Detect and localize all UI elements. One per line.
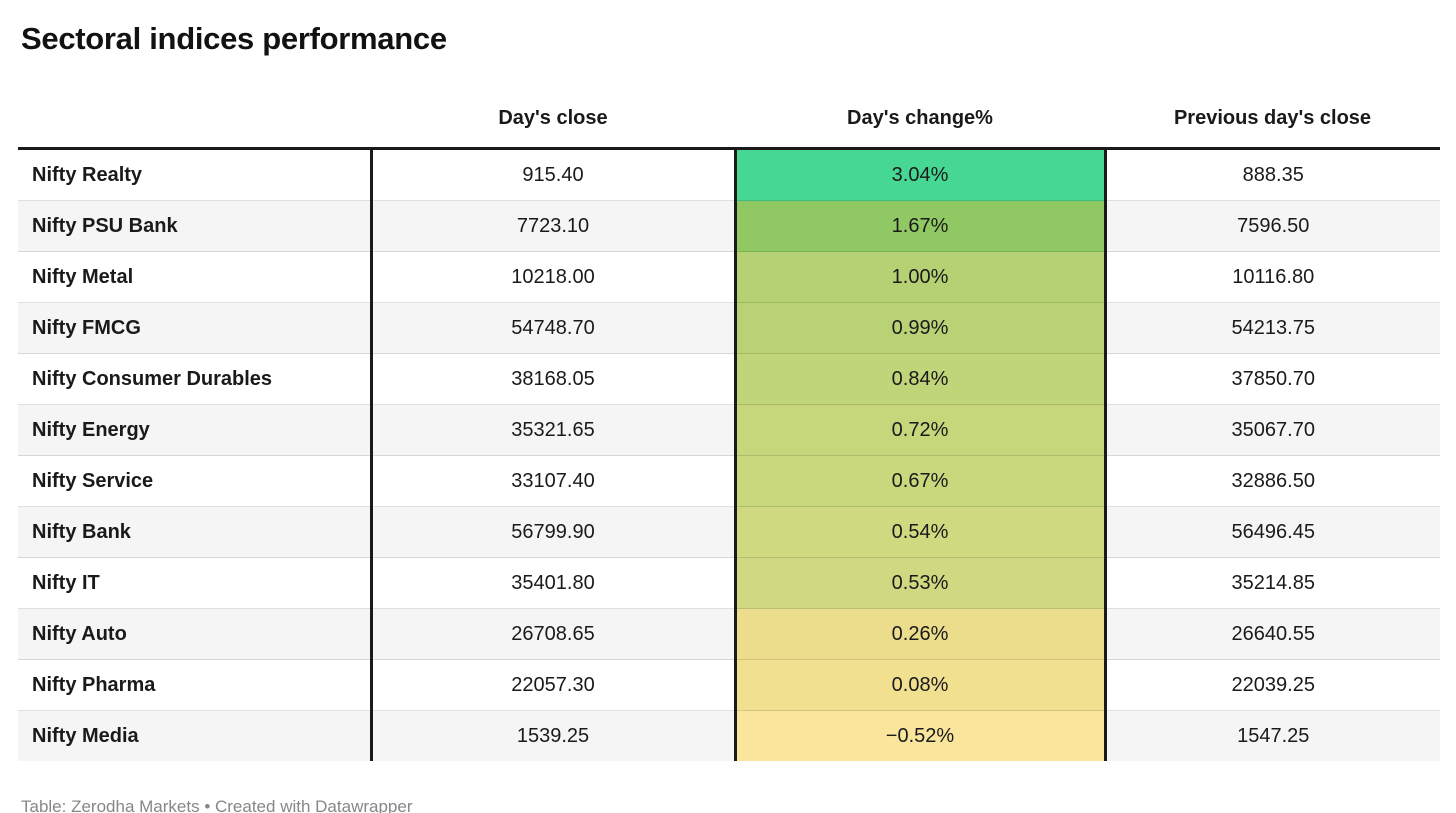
table-row: Nifty Energy 35321.65 0.72% 35067.70 (18, 404, 1440, 456)
day-change-cell: −0.52% (733, 710, 1107, 761)
row-label-cell: Nifty Auto (18, 608, 373, 660)
row-label-cell: Nifty Pharma (18, 659, 373, 711)
day-change-cell: 0.53% (733, 557, 1107, 609)
attribution-middle: • Created with (199, 797, 316, 813)
row-label-cell: Nifty Bank (18, 506, 373, 558)
day-change-cell: 1.67% (733, 200, 1107, 252)
prev-day-close-cell: 1547.25 (1105, 710, 1440, 761)
table-header-row: Day's close Day's change% Previous day's… (18, 107, 1440, 150)
table-body: Nifty Realty 915.40 3.04% 888.35 Nifty PSU B… (18, 148, 1440, 761)
day-change-cell: 0.26% (733, 608, 1107, 660)
day-close-cell: 56799.90 (371, 506, 735, 558)
row-label-cell: Nifty Media (18, 710, 373, 761)
row-label-cell: Nifty Metal (18, 251, 373, 303)
row-label-cell: Nifty Consumer Durables (18, 353, 373, 405)
day-change-cell: 0.67% (733, 455, 1107, 507)
day-close-cell: 33107.40 (371, 455, 735, 507)
day-close-cell: 22057.30 (371, 659, 735, 711)
table-row: Nifty Metal 10218.00 1.00% 10116.80 (18, 251, 1440, 303)
column-header-days-close: Day's close (371, 107, 735, 150)
prev-day-close-cell: 26640.55 (1105, 608, 1440, 660)
day-change-cell: 1.00% (733, 251, 1107, 303)
prev-day-close-cell: 10116.80 (1105, 251, 1440, 303)
source-link[interactable]: Zerodha Markets (71, 797, 200, 813)
row-label-cell: Nifty Realty (18, 148, 373, 201)
prev-day-close-cell: 35067.70 (1105, 404, 1440, 456)
column-header-days-change: Day's change% (735, 107, 1105, 150)
day-change-cell: 0.84% (733, 353, 1107, 405)
day-change-cell: 3.04% (733, 148, 1107, 201)
sectoral-indices-table: Day's close Day's change% Previous day's… (18, 107, 1440, 761)
table-row: Nifty IT 35401.80 0.53% 35214.85 (18, 557, 1440, 609)
day-close-cell: 35401.80 (371, 557, 735, 609)
prev-day-close-cell: 32886.50 (1105, 455, 1440, 507)
day-close-cell: 35321.65 (371, 404, 735, 456)
prev-day-close-cell: 54213.75 (1105, 302, 1440, 354)
row-label-cell: Nifty FMCG (18, 302, 373, 354)
day-change-cell: 0.72% (733, 404, 1107, 456)
prev-day-close-cell: 35214.85 (1105, 557, 1440, 609)
prev-day-close-cell: 37850.70 (1105, 353, 1440, 405)
day-close-cell: 38168.05 (371, 353, 735, 405)
table-row: Nifty Auto 26708.65 0.26% 26640.55 (18, 608, 1440, 660)
datawrapper-link[interactable]: Datawrapper (315, 797, 413, 813)
table-header: Day's close Day's change% Previous day's… (18, 107, 1440, 150)
day-close-cell: 1539.25 (371, 710, 735, 761)
page-title: Sectoral indices performance (21, 21, 447, 56)
day-change-cell: 0.08% (733, 659, 1107, 711)
table-row: Nifty Bank 56799.90 0.54% 56496.45 (18, 506, 1440, 558)
table-row: Nifty Media 1539.25 −0.52% 1547.25 (18, 710, 1440, 761)
table-row: Nifty Pharma 22057.30 0.08% 22039.25 (18, 659, 1440, 711)
row-label-cell: Nifty IT (18, 557, 373, 609)
row-label-cell: Nifty Service (18, 455, 373, 507)
day-close-cell: 54748.70 (371, 302, 735, 354)
row-label-cell: Nifty Energy (18, 404, 373, 456)
day-change-cell: 0.99% (733, 302, 1107, 354)
attribution-footer: Table: Zerodha Markets • Created with Da… (21, 797, 1456, 813)
table-row: Nifty Consumer Durables 38168.05 0.84% 3785… (18, 353, 1440, 405)
attribution-prefix: Table: (21, 797, 72, 813)
row-label-cell: Nifty PSU Bank (18, 200, 373, 252)
table-row: Nifty PSU Bank 7723.10 1.67% 7596.50 (18, 200, 1440, 252)
table-row: Nifty Realty 915.40 3.04% 888.35 (18, 148, 1440, 201)
day-close-cell: 7723.10 (371, 200, 735, 252)
column-header-previous-close: Previous day's close (1105, 107, 1440, 150)
prev-day-close-cell: 888.35 (1105, 148, 1440, 201)
prev-day-close-cell: 56496.45 (1105, 506, 1440, 558)
day-close-cell: 10218.00 (371, 251, 735, 303)
table-row: Nifty Service 33107.40 0.67% 32886.50 (18, 455, 1440, 507)
prev-day-close-cell: 22039.25 (1105, 659, 1440, 711)
prev-day-close-cell: 7596.50 (1105, 200, 1440, 252)
day-close-cell: 26708.65 (371, 608, 735, 660)
day-close-cell: 915.40 (371, 148, 735, 201)
table-row: Nifty FMCG 54748.70 0.99% 54213.75 (18, 302, 1440, 354)
column-header-index (18, 107, 371, 150)
day-change-cell: 0.54% (733, 506, 1107, 558)
